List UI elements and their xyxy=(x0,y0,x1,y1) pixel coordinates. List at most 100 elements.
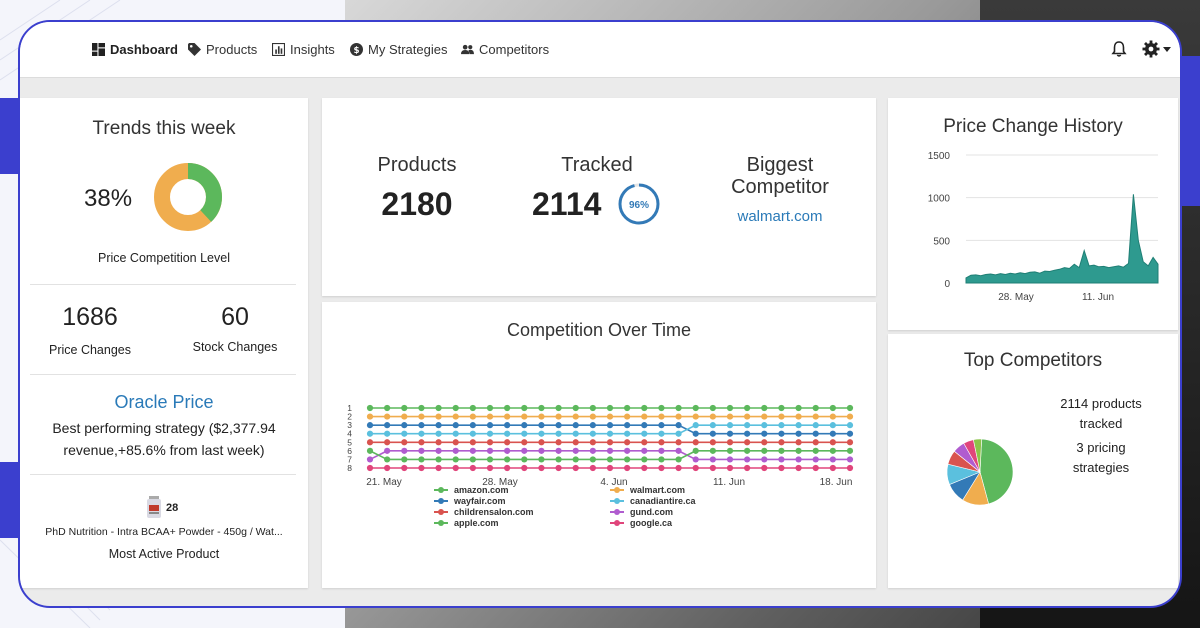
bell-icon[interactable] xyxy=(1110,40,1128,58)
series-point[interactable] xyxy=(384,464,391,472)
series-point[interactable] xyxy=(641,404,648,412)
series-point[interactable] xyxy=(624,439,631,446)
series-point[interactable] xyxy=(366,404,374,412)
series-point[interactable] xyxy=(384,430,391,437)
series-point[interactable] xyxy=(795,413,802,420)
series-point[interactable] xyxy=(795,404,802,412)
series-point[interactable] xyxy=(829,464,836,472)
series-point[interactable] xyxy=(469,447,476,454)
series-point[interactable] xyxy=(452,464,459,472)
series-point[interactable] xyxy=(418,430,425,437)
series-point[interactable] xyxy=(795,464,802,472)
series-point[interactable] xyxy=(829,456,836,463)
series-point[interactable] xyxy=(486,464,494,472)
series-point[interactable] xyxy=(846,464,854,472)
series-point[interactable] xyxy=(624,422,631,429)
series-point[interactable] xyxy=(829,404,836,412)
series-point[interactable] xyxy=(658,447,665,454)
series-point[interactable] xyxy=(606,430,614,437)
series-point[interactable] xyxy=(555,430,562,437)
series-point[interactable] xyxy=(778,464,785,472)
legend-item-gund[interactable]: gund.com xyxy=(610,506,770,517)
series-point[interactable] xyxy=(658,464,665,472)
series-point[interactable] xyxy=(744,439,751,446)
series-point[interactable] xyxy=(401,413,408,420)
nav-dashboard[interactable]: Dashboard xyxy=(92,42,178,57)
series-point[interactable] xyxy=(589,404,596,412)
series-point[interactable] xyxy=(726,456,734,463)
chevron-down-icon[interactable] xyxy=(1163,47,1171,53)
series-point[interactable] xyxy=(589,422,596,429)
pie-slice[interactable] xyxy=(973,438,982,473)
series-point[interactable] xyxy=(521,439,528,446)
series-point[interactable] xyxy=(709,404,716,412)
series-point[interactable] xyxy=(675,422,682,429)
series-point[interactable] xyxy=(538,404,545,412)
series-point[interactable] xyxy=(829,447,836,454)
series-point[interactable] xyxy=(384,447,391,454)
series-point[interactable] xyxy=(658,430,665,437)
series-point[interactable] xyxy=(709,413,716,420)
series-point[interactable] xyxy=(401,430,408,437)
legend-item-canadiantire[interactable]: canadiantire.ca xyxy=(610,495,770,506)
series-point[interactable] xyxy=(726,422,734,429)
series-point[interactable] xyxy=(726,439,734,446)
series-point[interactable] xyxy=(555,439,562,446)
series-point[interactable] xyxy=(744,404,751,412)
series-point[interactable] xyxy=(692,430,699,437)
series-point[interactable] xyxy=(435,430,442,437)
series-point[interactable] xyxy=(401,456,408,463)
series-point[interactable] xyxy=(641,439,648,446)
series-point[interactable] xyxy=(812,439,819,446)
series-point[interactable] xyxy=(366,422,374,429)
series-point[interactable] xyxy=(555,464,562,472)
series-point[interactable] xyxy=(384,456,391,463)
series-point[interactable] xyxy=(846,413,854,420)
series-point[interactable] xyxy=(435,456,442,463)
series-point[interactable] xyxy=(744,456,751,463)
series-point[interactable] xyxy=(521,430,528,437)
series-point[interactable] xyxy=(521,456,528,463)
series-point[interactable] xyxy=(658,413,665,420)
series-point[interactable] xyxy=(572,413,579,420)
series-point[interactable] xyxy=(418,404,425,412)
series-point[interactable] xyxy=(572,430,579,437)
series-point[interactable] xyxy=(829,439,836,446)
series-point[interactable] xyxy=(829,430,836,437)
series-point[interactable] xyxy=(726,413,734,420)
series-point[interactable] xyxy=(469,456,476,463)
legend-item-amazon[interactable]: amazon.com xyxy=(434,484,594,495)
series-point[interactable] xyxy=(692,456,699,463)
series-point[interactable] xyxy=(846,439,854,446)
series-point[interactable] xyxy=(778,404,785,412)
series-point[interactable] xyxy=(401,439,408,446)
series-point[interactable] xyxy=(606,439,614,446)
series-point[interactable] xyxy=(641,464,648,472)
series-point[interactable] xyxy=(572,439,579,446)
series-point[interactable] xyxy=(641,456,648,463)
series-point[interactable] xyxy=(486,404,494,412)
series-point[interactable] xyxy=(366,439,374,446)
series-point[interactable] xyxy=(555,456,562,463)
series-point[interactable] xyxy=(624,456,631,463)
series-point[interactable] xyxy=(744,430,751,437)
series-point[interactable] xyxy=(709,464,716,472)
series-point[interactable] xyxy=(658,456,665,463)
legend-item-wayfair[interactable]: wayfair.com xyxy=(434,495,594,506)
series-point[interactable] xyxy=(401,447,408,454)
series-point[interactable] xyxy=(486,413,494,420)
series-point[interactable] xyxy=(744,447,751,454)
series-point[interactable] xyxy=(675,464,682,472)
series-point[interactable] xyxy=(521,422,528,429)
series-point[interactable] xyxy=(538,447,545,454)
series-point[interactable] xyxy=(624,447,631,454)
oracle-price-link[interactable]: Oracle Price xyxy=(114,392,214,412)
series-point[interactable] xyxy=(692,464,699,472)
product-image[interactable] xyxy=(146,496,162,518)
series-point[interactable] xyxy=(589,464,596,472)
series-point[interactable] xyxy=(778,422,785,429)
series-point[interactable] xyxy=(761,422,768,429)
series-point[interactable] xyxy=(778,430,785,437)
series-point[interactable] xyxy=(812,456,819,463)
